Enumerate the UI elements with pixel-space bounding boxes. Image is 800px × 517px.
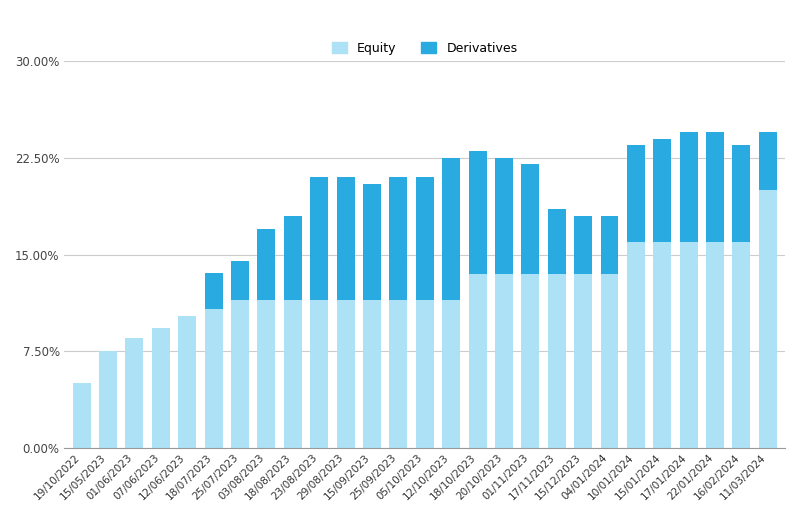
Bar xyxy=(152,328,170,448)
Bar xyxy=(310,177,328,299)
Bar xyxy=(337,299,354,448)
Bar xyxy=(310,299,328,448)
Bar xyxy=(469,151,486,274)
Bar xyxy=(574,274,592,448)
Bar xyxy=(706,241,724,448)
Legend: Equity, Derivatives: Equity, Derivatives xyxy=(327,37,522,59)
Bar xyxy=(601,274,618,448)
Bar xyxy=(231,261,249,299)
Bar xyxy=(574,216,592,274)
Bar xyxy=(680,132,698,241)
Bar xyxy=(284,216,302,299)
Bar xyxy=(258,299,275,448)
Bar xyxy=(337,177,354,299)
Bar xyxy=(258,229,275,299)
Bar xyxy=(178,316,196,448)
Bar xyxy=(469,274,486,448)
Bar xyxy=(390,177,407,299)
Bar xyxy=(416,177,434,299)
Bar xyxy=(99,351,117,448)
Bar xyxy=(548,274,566,448)
Bar xyxy=(390,299,407,448)
Bar xyxy=(231,299,249,448)
Bar xyxy=(363,299,381,448)
Bar xyxy=(601,216,618,274)
Bar xyxy=(442,158,460,299)
Bar xyxy=(442,299,460,448)
Bar xyxy=(495,158,513,274)
Bar xyxy=(759,190,777,448)
Bar xyxy=(522,274,539,448)
Bar xyxy=(654,241,671,448)
Bar xyxy=(548,209,566,274)
Bar xyxy=(205,309,222,448)
Bar xyxy=(495,274,513,448)
Bar xyxy=(284,299,302,448)
Bar xyxy=(416,299,434,448)
Bar xyxy=(73,383,90,448)
Bar xyxy=(205,272,222,309)
Bar xyxy=(363,184,381,299)
Bar xyxy=(733,145,750,241)
Bar xyxy=(627,241,645,448)
Bar xyxy=(126,338,143,448)
Bar xyxy=(627,145,645,241)
Bar xyxy=(680,241,698,448)
Bar xyxy=(733,241,750,448)
Bar xyxy=(759,132,777,190)
Bar xyxy=(654,139,671,241)
Bar xyxy=(522,164,539,274)
Bar xyxy=(706,132,724,241)
